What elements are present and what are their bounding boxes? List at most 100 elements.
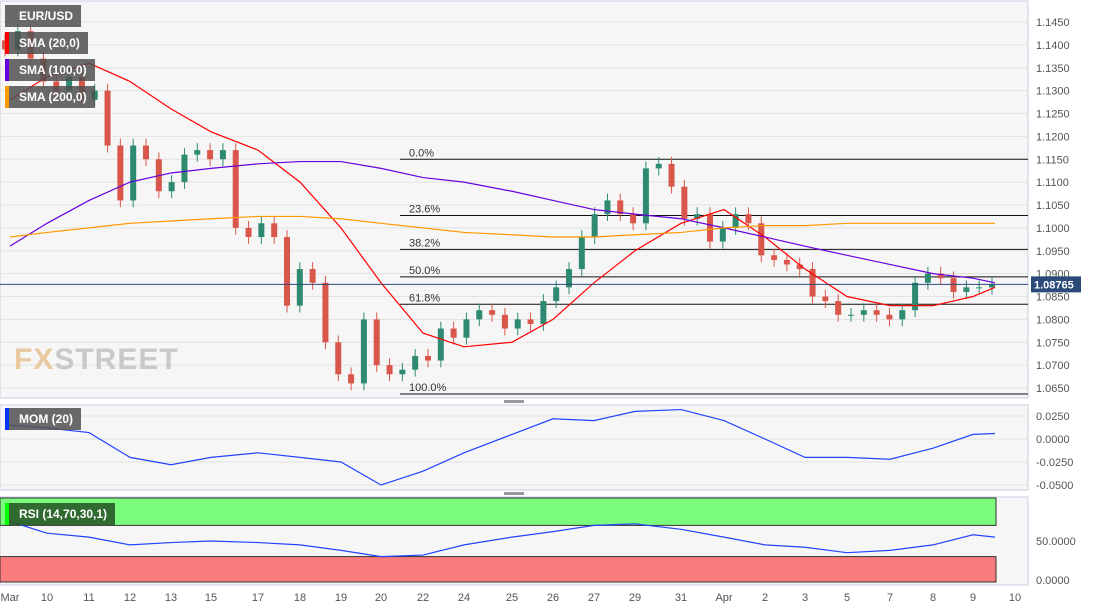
candle-body	[848, 314, 854, 316]
panel-resize-handle	[504, 400, 524, 403]
candle-body	[822, 296, 829, 302]
candle-body	[796, 264, 803, 270]
sma200-line	[9, 215, 995, 238]
candle-body	[322, 282, 329, 343]
legend-rsi: RSI (14,70,30,1)	[5, 503, 116, 525]
fib-label: 23.6%	[409, 204, 440, 216]
y-tick-label: 1.0650	[1036, 383, 1070, 395]
candle-body	[873, 310, 880, 315]
y-tick-label: 1.1150	[1036, 154, 1069, 166]
candle-body	[168, 182, 175, 192]
fib-label: 100.0%	[409, 382, 447, 394]
candle-body	[91, 90, 98, 100]
candle-body	[758, 223, 765, 256]
legend-mom: MOM (20)	[5, 408, 81, 430]
x-tick-label: 7	[887, 592, 893, 604]
y-tick-label: 1.0750	[1036, 337, 1070, 349]
main-panel	[0, 0, 1029, 399]
x-tick-label: 15	[205, 592, 217, 604]
candle-body	[668, 163, 675, 187]
x-tick-label: 12	[124, 592, 136, 604]
legend-eurusd: EUR/USD	[5, 5, 82, 27]
candle-body	[771, 255, 778, 260]
candle-body	[245, 227, 252, 238]
candle-body	[912, 282, 919, 311]
candle-body	[860, 310, 867, 315]
rsi-line	[9, 520, 996, 558]
candle-body	[117, 145, 124, 201]
candle-body	[732, 214, 739, 228]
x-tick-label: 10	[1009, 592, 1021, 604]
candle-body	[501, 314, 508, 329]
x-tick-label: 29	[629, 592, 641, 604]
y-tick-label: 0.0000	[1036, 575, 1070, 587]
x-tick-label: 27	[588, 592, 600, 604]
candle-body	[553, 287, 560, 302]
y-tick-label: 1.1050	[1036, 200, 1070, 212]
candle-body	[694, 214, 701, 219]
candle-body	[566, 269, 572, 288]
candle-body	[489, 310, 496, 315]
x-tick-label: 11	[83, 592, 94, 604]
candle-body	[899, 310, 906, 320]
candle-body	[219, 150, 226, 160]
panel-resize-handle	[504, 492, 524, 495]
candle-body	[335, 342, 342, 375]
x-tick-label: 8	[930, 592, 936, 604]
sma20-line	[9, 62, 996, 348]
legend-sma200: SMA (200,0)	[5, 86, 95, 108]
candle-body	[348, 374, 355, 384]
candle-body	[130, 145, 137, 201]
mom-panel	[0, 404, 1029, 491]
candle-body	[284, 237, 290, 306]
oversold-zone	[0, 556, 997, 583]
candle-body	[386, 365, 393, 375]
y-tick-label: 1.0850	[1036, 292, 1070, 304]
fib-label: 50.0%	[409, 265, 440, 277]
y-tick-label: 50.0000	[1036, 536, 1076, 548]
x-tick-label: 9	[970, 592, 976, 604]
y-tick-label: 1.1350	[1036, 63, 1070, 75]
fib-label: 0.0%	[409, 147, 434, 159]
x-tick-label: Apr	[715, 592, 732, 604]
x-tick-label: 31	[675, 592, 687, 604]
candle-body	[578, 237, 585, 270]
fxstreet-watermark: FXSTREET	[14, 343, 179, 376]
current-price-label: 1.08765	[1034, 279, 1074, 291]
candle-body	[604, 200, 611, 215]
x-tick-label: 13	[165, 592, 177, 604]
candle-body	[373, 319, 380, 366]
x-tick-label: 18	[294, 592, 306, 604]
x-tick-label: 2	[762, 592, 768, 604]
y-tick-label: 1.1250	[1036, 109, 1070, 121]
candle-body	[976, 287, 983, 289]
y-tick-label: 1.0800	[1036, 314, 1070, 326]
y-tick-label: 0.0000	[1036, 434, 1070, 446]
candle-body	[527, 319, 534, 324]
fib-label: 38.2%	[409, 237, 440, 249]
x-tick-label: 24	[458, 592, 470, 604]
candle-body	[655, 163, 662, 169]
fib-label: 61.8%	[409, 292, 440, 304]
candle-body	[399, 369, 406, 375]
legend-sma20: SMA (20,0)	[5, 32, 88, 54]
candle-body	[194, 150, 201, 155]
candle-body	[591, 214, 598, 238]
y-tick-label: 1.0950	[1036, 246, 1070, 258]
x-tick-label: 5	[844, 592, 850, 604]
mom-line	[9, 408, 996, 486]
candle-body	[540, 301, 547, 324]
x-tick-label: 19	[335, 592, 347, 604]
candle-body	[835, 301, 842, 315]
y-tick-label: 1.1450	[1036, 17, 1070, 29]
candle-body	[642, 168, 649, 224]
candle-body	[783, 259, 790, 265]
candle-body	[360, 319, 367, 384]
candle-body	[681, 186, 688, 219]
candle-body	[937, 273, 944, 279]
current-price-badge	[1031, 276, 1081, 293]
sma100-line	[9, 160, 996, 284]
candle-body	[963, 287, 970, 292]
y-tick-label: 1.0700	[1036, 360, 1070, 372]
